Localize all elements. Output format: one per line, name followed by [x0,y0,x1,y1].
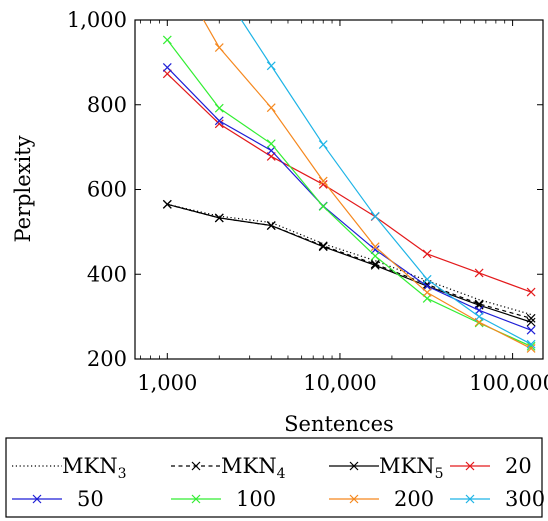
legend-label: 300 [505,487,545,511]
data-point [370,242,380,252]
data-point [266,103,276,113]
series-300 [240,20,536,349]
data-point [318,202,328,211]
legend-box [5,437,543,518]
data-point [526,287,536,297]
data-point [526,343,536,353]
data-point [162,63,172,72]
legend-label: 50 [77,487,104,511]
legend-item: 200 [329,487,434,511]
data-point [162,69,172,79]
data-point [474,305,484,315]
data-point [370,211,380,221]
data-point [162,35,172,45]
legend-item: 20 [450,454,532,478]
data-point [318,140,328,150]
data-point [214,43,224,52]
series-line [166,73,532,293]
series-line [202,20,532,349]
series-line [166,39,532,347]
legend-item: MKN4 [171,454,286,482]
y-tick-label: 200 [87,347,127,371]
data-point [266,61,276,71]
series-mkn5 [162,199,536,327]
legend-label: MKN5 [379,454,444,482]
data-point [422,281,432,291]
series-200 [202,20,536,353]
data-point [370,259,380,269]
data-point [526,341,536,351]
data-point [318,242,328,252]
data-point [465,461,475,471]
data-point [214,103,224,113]
y-tick-label: 800 [87,93,127,117]
legend-label: MKN4 [221,454,286,482]
legend-label: 200 [394,487,434,511]
legend-item: 100 [171,487,276,511]
series-50 [162,63,536,335]
data-point [349,461,359,471]
data-point [214,213,224,223]
data-point [422,249,432,259]
data-point [422,274,432,284]
legend-item: MKN3 [12,454,127,482]
legend: MKN3 MKN4 MKN5 20 50 100 200 300 [5,437,545,518]
series-line [166,67,532,331]
data-point [465,494,475,504]
data-point [474,299,484,309]
data-point [474,268,484,278]
y-tick-label: 1,000 [67,8,127,32]
data-point [32,494,42,504]
axis-ticks [135,19,543,360]
x-axis-title: Sentences [284,412,394,436]
legend-label: 20 [505,454,532,478]
y-tick-label: 600 [87,178,127,202]
data-point [214,119,224,129]
legend-item: 300 [450,487,545,511]
y-tick-labels: 200 400 600 800 1,000 [67,8,127,371]
series-layer [162,20,536,353]
y-tick-label: 400 [87,262,127,286]
data-point [422,288,432,297]
data-point [162,199,172,209]
legend-label: MKN3 [62,454,127,482]
data-point [266,139,276,149]
data-point [370,251,380,261]
series-20 [162,69,536,297]
data-point [474,312,484,322]
data-point [318,179,328,189]
x-tick-labels: 1,000 10,000 100,000 [137,371,548,395]
series-line [167,203,532,323]
data-point [266,221,276,230]
legend-item: MKN5 [329,454,444,482]
data-point [191,461,201,471]
data-point [214,116,224,126]
data-point [526,325,536,335]
y-axis-title: Perplexity [11,135,35,242]
data-point [370,260,380,270]
data-point [318,176,328,186]
series-line [240,20,532,345]
data-point [191,494,201,504]
data-point [370,245,380,255]
data-point [526,317,536,327]
legend-item: 50 [12,487,104,511]
legend-label: 100 [236,487,276,511]
data-point [526,339,536,349]
x-tick-label: 10,000 [303,371,376,395]
data-point [349,494,359,504]
x-tick-label: 100,000 [469,371,548,395]
x-tick-label: 1,000 [137,371,197,395]
